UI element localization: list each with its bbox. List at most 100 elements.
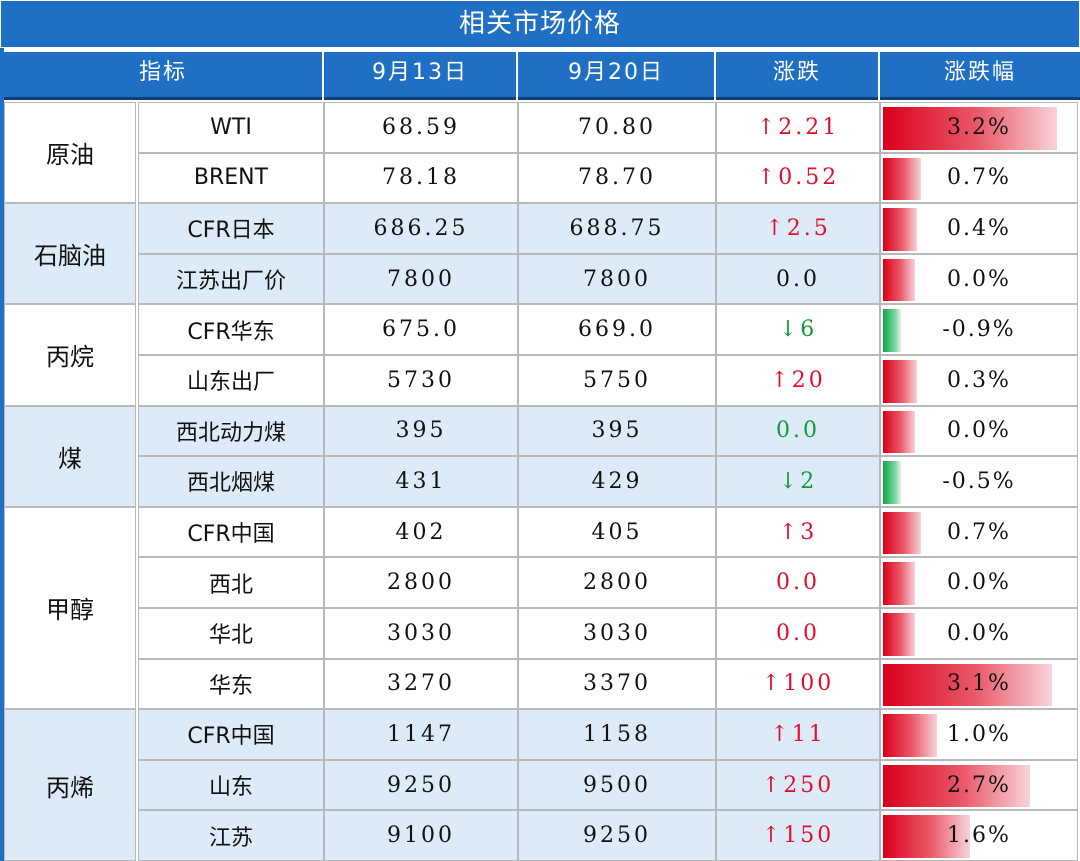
curr-price-cell: 2800 xyxy=(518,557,716,608)
curr-price-cell: 405 xyxy=(518,506,716,558)
data-bar xyxy=(883,258,915,302)
change-cell: ↓6 xyxy=(716,304,880,355)
category-cell: 石脑油 xyxy=(4,203,136,305)
change-pct-label: 0.0% xyxy=(947,620,1011,646)
data-bar xyxy=(883,107,1057,150)
change-cell: 0.0 xyxy=(716,405,880,457)
data-bar xyxy=(883,613,915,656)
prev-price-cell: 431 xyxy=(324,456,518,507)
item-name-cell: 山东出厂 xyxy=(138,355,324,406)
prev-price-cell: 402 xyxy=(324,506,518,558)
header-cell: 指标 xyxy=(4,52,322,100)
change-pct-cell: -0.9% xyxy=(880,304,1078,355)
curr-price-cell: 688.75 xyxy=(518,203,716,254)
prev-price-cell: 1147 xyxy=(324,709,518,760)
header-cell: 9月20日 xyxy=(518,52,714,100)
change-pct-label: 1.0% xyxy=(947,721,1011,747)
change-pct-cell: 3.2% xyxy=(880,102,1078,153)
change-pct-label: -0.9% xyxy=(942,317,1016,343)
prev-price-cell: 675.0 xyxy=(324,304,518,355)
change-pct-label: 1.6% xyxy=(947,823,1011,849)
change-pct-label: 0.0% xyxy=(947,570,1011,596)
item-name-cell: 华东 xyxy=(138,658,324,710)
item-name-cell: CFR中国 xyxy=(138,506,324,558)
change-pct-label: -0.5% xyxy=(942,468,1016,494)
curr-price-cell: 1158 xyxy=(518,709,716,760)
curr-price-cell: 669.0 xyxy=(518,304,716,355)
curr-price-cell: 70.80 xyxy=(518,102,716,153)
prev-price-cell: 9250 xyxy=(324,759,518,811)
prev-price-cell: 78.18 xyxy=(324,152,518,204)
item-name-cell: 华北 xyxy=(138,608,324,659)
change-pct-cell: 0.7% xyxy=(880,152,1078,204)
curr-price-cell: 429 xyxy=(518,456,716,507)
change-pct-cell: -0.5% xyxy=(880,456,1078,507)
prev-price-cell: 9100 xyxy=(324,810,518,861)
change-pct-label: 0.4% xyxy=(947,215,1011,241)
prev-price-cell: 395 xyxy=(324,405,518,457)
category-cell: 原油 xyxy=(4,102,136,204)
data-bar xyxy=(883,714,937,757)
left-border xyxy=(0,0,4,861)
change-cell: ↑11 xyxy=(716,709,880,760)
data-bar xyxy=(883,157,921,201)
data-bar xyxy=(883,410,915,454)
item-name-cell: 山东 xyxy=(138,759,324,811)
header-cell: 涨跌幅 xyxy=(880,52,1080,100)
data-bar xyxy=(883,208,917,251)
change-cell: 0.0 xyxy=(716,253,880,305)
change-pct-label: 0.0% xyxy=(947,418,1011,444)
curr-price-cell: 78.70 xyxy=(518,152,716,204)
change-pct-cell: 1.0% xyxy=(880,709,1078,760)
data-bar xyxy=(883,562,915,605)
change-cell: ↑250 xyxy=(716,759,880,811)
data-bar xyxy=(883,461,901,504)
change-pct-label: 3.1% xyxy=(947,671,1011,697)
change-pct-label: 3.2% xyxy=(947,114,1011,140)
item-name-cell: 江苏出厂价 xyxy=(138,253,324,305)
change-pct-cell: 3.1% xyxy=(880,658,1078,710)
change-pct-cell: 0.4% xyxy=(880,203,1078,254)
prev-price-cell: 686.25 xyxy=(324,203,518,254)
curr-price-cell: 3030 xyxy=(518,608,716,659)
item-name-cell: 西北烟煤 xyxy=(138,456,324,507)
change-pct-label: 0.7% xyxy=(947,165,1011,191)
change-pct-cell: 0.0% xyxy=(880,557,1078,608)
change-cell: ↑2.21 xyxy=(716,102,880,153)
change-cell: ↑3 xyxy=(716,506,880,558)
data-bar xyxy=(883,511,921,555)
curr-price-cell: 3370 xyxy=(518,658,716,710)
change-cell: ↑100 xyxy=(716,658,880,710)
header-cell: 9月13日 xyxy=(324,52,516,100)
change-cell: ↑2.5 xyxy=(716,203,880,254)
curr-price-cell: 9500 xyxy=(518,759,716,811)
category-cell: 丙烷 xyxy=(4,304,136,406)
change-pct-cell: 0.7% xyxy=(880,506,1078,558)
change-cell: 0.0 xyxy=(716,608,880,659)
change-pct-cell: 0.0% xyxy=(880,608,1078,659)
category-cell: 丙烯 xyxy=(4,709,136,861)
change-pct-label: 0.3% xyxy=(947,367,1011,393)
data-bar xyxy=(883,815,970,858)
prev-price-cell: 2800 xyxy=(324,557,518,608)
change-pct-cell: 2.7% xyxy=(880,759,1078,811)
change-cell: ↑0.52 xyxy=(716,152,880,204)
data-bar xyxy=(883,309,901,352)
data-bar xyxy=(883,764,1030,808)
item-name-cell: WTI xyxy=(138,102,324,153)
prev-price-cell: 68.59 xyxy=(324,102,518,153)
prev-price-cell: 3270 xyxy=(324,658,518,710)
item-name-cell: 西北动力煤 xyxy=(138,405,324,457)
curr-price-cell: 7800 xyxy=(518,253,716,305)
data-bar xyxy=(883,360,917,403)
item-name-cell: 西北 xyxy=(138,557,324,608)
change-cell: 0.0 xyxy=(716,557,880,608)
change-pct-label: 0.0% xyxy=(947,266,1011,292)
change-pct-cell: 0.0% xyxy=(880,405,1078,457)
item-name-cell: CFR华东 xyxy=(138,304,324,355)
change-pct-cell: 0.3% xyxy=(880,355,1078,406)
change-cell: ↑20 xyxy=(716,355,880,406)
item-name-cell: CFR日本 xyxy=(138,203,324,254)
prev-price-cell: 5730 xyxy=(324,355,518,406)
